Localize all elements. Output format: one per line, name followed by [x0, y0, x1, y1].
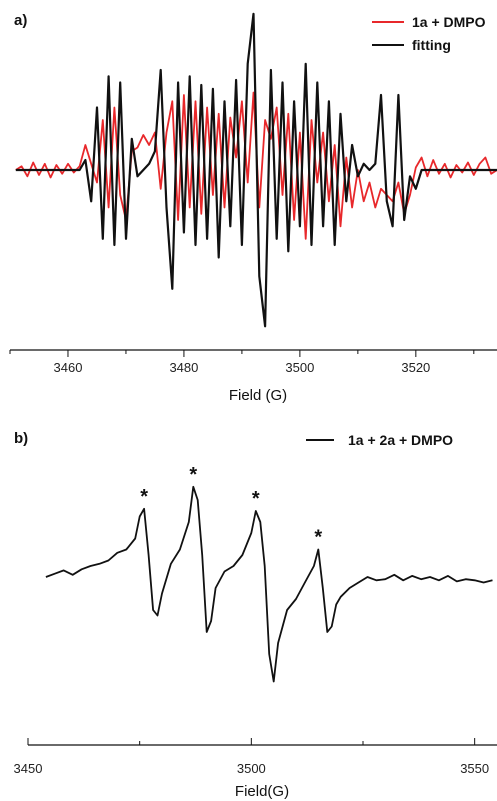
x-tick-label: 3450	[14, 761, 43, 776]
peak-asterisk: *	[252, 488, 260, 510]
legend-label-fitting: fitting	[412, 37, 451, 53]
panel-a-x-axis-title: Field (G)	[229, 387, 287, 404]
panel-b-legend: 1a + 2a + DMPO	[306, 432, 453, 448]
legend-label-experimental: 1a + DMPO	[412, 14, 486, 30]
series-line-0	[46, 487, 493, 682]
panel-b-plot	[46, 487, 493, 682]
panel-b-annotations: * * * *	[140, 464, 322, 549]
panel-a-label: a)	[14, 12, 27, 29]
panel-a-x-axis: 3460 3480 3500 3520	[10, 350, 497, 375]
panel-b-label: b)	[14, 430, 28, 447]
x-tick-label: 3480	[169, 360, 198, 375]
x-tick-label: 3550	[460, 761, 489, 776]
peak-asterisk: *	[189, 464, 197, 486]
panel-b-x-axis: 3450 3500 3550	[14, 738, 497, 776]
legend-label-spectrum: 1a + 2a + DMPO	[348, 432, 453, 448]
panel-b: b) 1a + 2a + DMPO * * * * 3450 3500 3550 Fiel…	[14, 430, 497, 800]
panel-a-legend: 1a + DMPO fitting	[372, 14, 486, 53]
series-line-1	[16, 14, 497, 327]
peak-asterisk: *	[140, 486, 148, 508]
x-tick-label: 3520	[401, 360, 430, 375]
x-tick-label: 3460	[54, 360, 83, 375]
panel-a: a) 1a + DMPO fitting 3460 3480 3500 3520 Fi…	[10, 12, 497, 404]
panel-a-plot	[16, 14, 497, 327]
peak-asterisk: *	[314, 527, 322, 549]
x-tick-label: 3500	[237, 761, 266, 776]
x-tick-label: 3500	[285, 360, 314, 375]
panel-b-x-axis-title: Field(G)	[235, 783, 289, 800]
